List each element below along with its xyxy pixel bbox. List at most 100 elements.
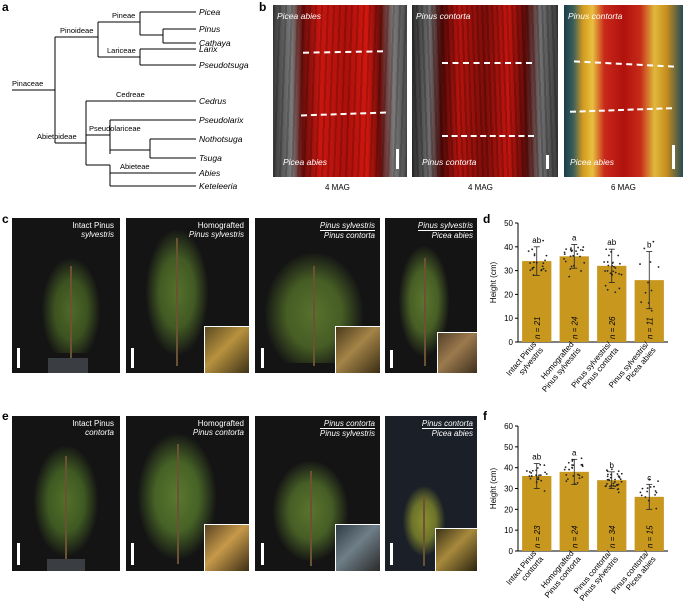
graft-inset	[335, 524, 380, 571]
data-point	[539, 474, 542, 477]
data-point	[617, 470, 620, 473]
data-point	[530, 475, 533, 478]
data-point	[619, 478, 622, 481]
data-point	[531, 469, 534, 472]
data-point	[606, 261, 609, 263]
data-point	[617, 488, 620, 490]
data-point	[579, 255, 581, 258]
micro-3-bottom-label: Picea abies	[570, 157, 614, 167]
micro-image-1: Picea abies Picea abies	[273, 5, 407, 177]
e1-caption: Intact Pinus contorta	[72, 419, 114, 438]
plant-photo-e2: Homografted Pinus contorta	[126, 416, 249, 571]
data-point	[655, 491, 658, 494]
data-point	[649, 486, 652, 488]
scale-bar	[546, 155, 549, 169]
data-point	[617, 483, 620, 486]
scale-bar	[390, 350, 393, 368]
data-point	[608, 254, 610, 257]
data-point	[646, 487, 649, 490]
data-point	[606, 270, 609, 272]
data-point	[614, 291, 617, 294]
y-tick-label: 60	[504, 422, 513, 431]
significance-letter: ab	[607, 238, 616, 247]
data-point	[607, 473, 609, 476]
data-point	[569, 268, 572, 270]
node-pseudolariceae: Pseudolariceae	[89, 124, 141, 133]
data-point	[605, 485, 607, 487]
category-label: Pinus contorta/Pinus sylvestris	[572, 548, 620, 602]
taxon-picea: Picea	[199, 7, 221, 17]
n-label: n = 24	[570, 316, 579, 339]
data-point	[614, 485, 617, 488]
data-point	[606, 475, 609, 478]
y-tick-label: 0	[509, 338, 514, 347]
data-point	[528, 475, 531, 478]
data-point	[533, 261, 535, 264]
panel-label-f: f	[483, 409, 487, 423]
data-point	[654, 493, 656, 496]
y-tick-label: 10	[504, 314, 513, 323]
c4-caption: Pinus sylvestris Picea abies	[417, 221, 473, 241]
y-tick-label: 30	[504, 267, 513, 276]
micro-3-top-label: Pinus contorta	[568, 11, 623, 21]
graft-inset	[204, 326, 249, 373]
data-point	[608, 479, 611, 482]
data-point	[580, 270, 582, 272]
data-point	[653, 485, 655, 488]
micro-1-bottom-label: Picea abies	[283, 157, 327, 167]
n-label: n = 34	[608, 525, 617, 548]
data-point	[536, 467, 539, 469]
graft-inset	[204, 524, 249, 571]
data-point	[545, 254, 548, 257]
scale-bar	[396, 149, 399, 169]
category-label: Pinus contorta/Picea abies	[610, 548, 658, 595]
data-point	[650, 289, 653, 292]
scale-bar	[261, 543, 264, 565]
data-point	[612, 270, 615, 273]
data-point	[603, 261, 606, 263]
y-tick-label: 20	[504, 290, 513, 299]
data-point	[575, 250, 577, 253]
c3-caption: Pinus sylvestris Pinus contorta	[319, 221, 375, 241]
graft-inset	[335, 326, 380, 373]
data-point	[544, 471, 547, 474]
data-point	[640, 301, 643, 304]
data-point	[580, 457, 583, 460]
data-point	[577, 246, 580, 249]
data-point	[604, 284, 607, 287]
data-point	[612, 261, 614, 264]
bar	[559, 256, 589, 342]
data-point	[533, 254, 536, 257]
data-point	[605, 469, 608, 472]
scale-bar	[131, 543, 134, 565]
data-point	[530, 472, 533, 474]
data-point	[606, 288, 609, 291]
data-point	[572, 474, 575, 477]
data-point	[545, 473, 548, 475]
plant-photo-c3: Pinus sylvestris Pinus contorta	[255, 218, 380, 373]
data-point	[563, 468, 566, 471]
data-point	[610, 468, 613, 471]
e3-caption: Pinus contorta Pinus sylvestris	[319, 419, 375, 439]
data-point	[616, 473, 619, 475]
data-point	[649, 261, 652, 263]
data-point	[538, 474, 540, 477]
data-point	[563, 253, 566, 256]
y-tick-label: 50	[504, 443, 513, 452]
n-label: n = 26	[608, 316, 617, 339]
data-point	[614, 478, 616, 481]
data-point	[654, 490, 657, 492]
panel-label-d: d	[483, 212, 491, 226]
data-point	[571, 249, 573, 252]
significance-letter: ab	[532, 236, 541, 245]
data-point	[576, 482, 579, 484]
taxon-keteleeria: Keteleeria	[199, 181, 238, 191]
y-tick-label: 40	[504, 464, 513, 473]
data-point	[609, 485, 611, 488]
data-point	[613, 481, 616, 483]
data-point	[620, 472, 623, 475]
taxon-tsuga: Tsuga	[199, 153, 222, 163]
scale-bar	[131, 348, 134, 368]
data-point	[572, 464, 575, 467]
data-point	[604, 270, 606, 272]
